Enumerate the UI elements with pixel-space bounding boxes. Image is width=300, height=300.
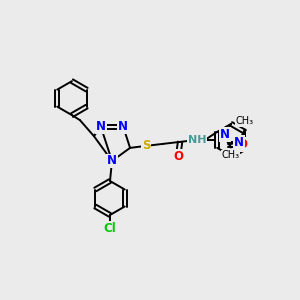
Text: O: O [238,138,248,151]
Text: NH: NH [188,135,206,145]
Text: S: S [142,140,150,152]
Text: N: N [118,120,128,133]
Text: N: N [220,128,230,141]
Text: N: N [96,120,106,133]
Text: N: N [234,136,244,149]
Text: CH₃: CH₃ [222,151,240,160]
Text: N: N [107,154,117,167]
Text: CH₃: CH₃ [236,116,254,127]
Text: Cl: Cl [103,221,116,235]
Text: O: O [173,150,183,164]
